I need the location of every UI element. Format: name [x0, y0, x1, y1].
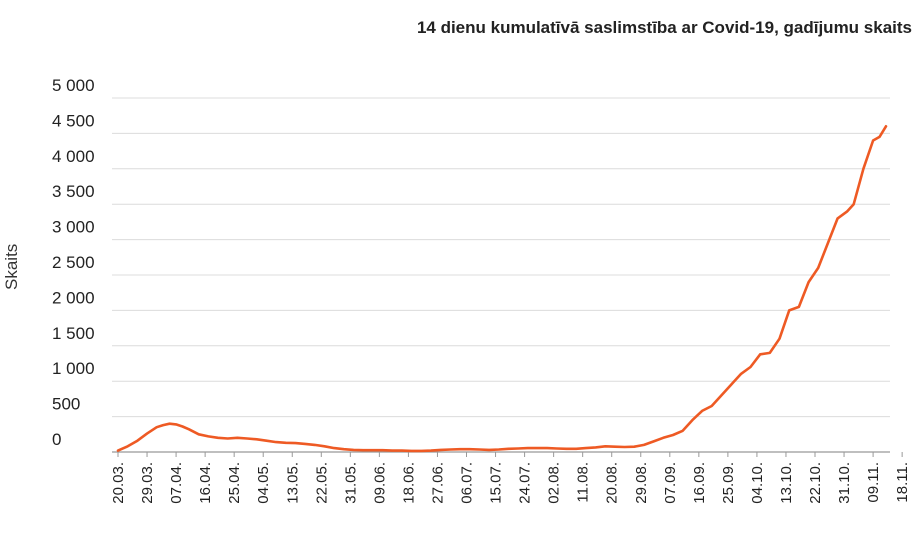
x-tick-label: 02.08.: [546, 462, 563, 504]
x-tick-label: 29.08.: [633, 462, 650, 504]
x-tick-label: 16.09.: [691, 462, 708, 504]
x-tick-label: 27.06.: [429, 462, 446, 504]
y-tick-label: 4 000: [52, 147, 95, 166]
x-tick-label: 31.05.: [342, 462, 359, 504]
chart-title: 14 dienu kumulatīvā saslimstība ar Covid…: [416, 18, 912, 37]
y-tick-labels: 0 500 1 000 1 500 2 000 2 500 3 000 3 500 4 000 4…: [52, 76, 95, 449]
x-tick-label: 18.11.: [894, 462, 911, 503]
x-tick-label: 20.08.: [604, 462, 621, 504]
x-tick-label: 16.04.: [197, 462, 214, 504]
x-tick-labels: 20.03. 29.03. 07.04. 16.04. 25.04. 04.05. 13.0…: [110, 452, 911, 504]
y-tick-label: 3 000: [52, 218, 95, 237]
x-tick-label: 11.08.: [575, 462, 592, 503]
x-tick-label: 09.06.: [371, 462, 388, 504]
x-tick-label: 15.07.: [488, 462, 505, 504]
y-tick-label: 2 000: [52, 288, 95, 307]
y-tick-label: 500: [52, 395, 80, 414]
x-tick-label: 18.06.: [400, 462, 417, 504]
x-tick-label: 25.09.: [720, 462, 737, 504]
y-tick-label: 5 000: [52, 76, 95, 95]
series-line-0: [116, 125, 888, 453]
y-tick-label: 1 500: [52, 324, 95, 343]
x-tick-label: 13.10.: [778, 462, 795, 504]
grid-lines: [112, 97, 890, 453]
y-tick-label: 1 000: [52, 359, 95, 378]
x-tick-label: 20.03.: [110, 462, 127, 504]
x-tick-label: 24.07.: [517, 462, 534, 504]
x-tick-label: 31.10.: [836, 462, 853, 504]
x-tick-label: 07.09.: [662, 462, 679, 504]
x-tick-label: 13.05.: [284, 462, 301, 504]
y-tick-label: 4 500: [52, 111, 95, 130]
x-tick-label: 25.04.: [226, 462, 243, 504]
x-tick-label: 04.05.: [255, 462, 272, 504]
series-group: [116, 125, 888, 453]
x-tick-label: 29.03.: [139, 462, 156, 504]
y-tick-label: 3 500: [52, 182, 95, 201]
x-tick-label: 06.07.: [459, 462, 476, 504]
x-tick-label: 07.04.: [168, 462, 185, 504]
y-tick-label: 0: [52, 430, 61, 449]
x-tick-label: 09.11.: [865, 462, 882, 503]
x-tick-label: 22.10.: [807, 462, 824, 504]
x-tick-label: 04.10.: [749, 462, 766, 504]
y-tick-label: 2 500: [52, 253, 95, 272]
x-tick-label: 22.05.: [313, 462, 330, 504]
